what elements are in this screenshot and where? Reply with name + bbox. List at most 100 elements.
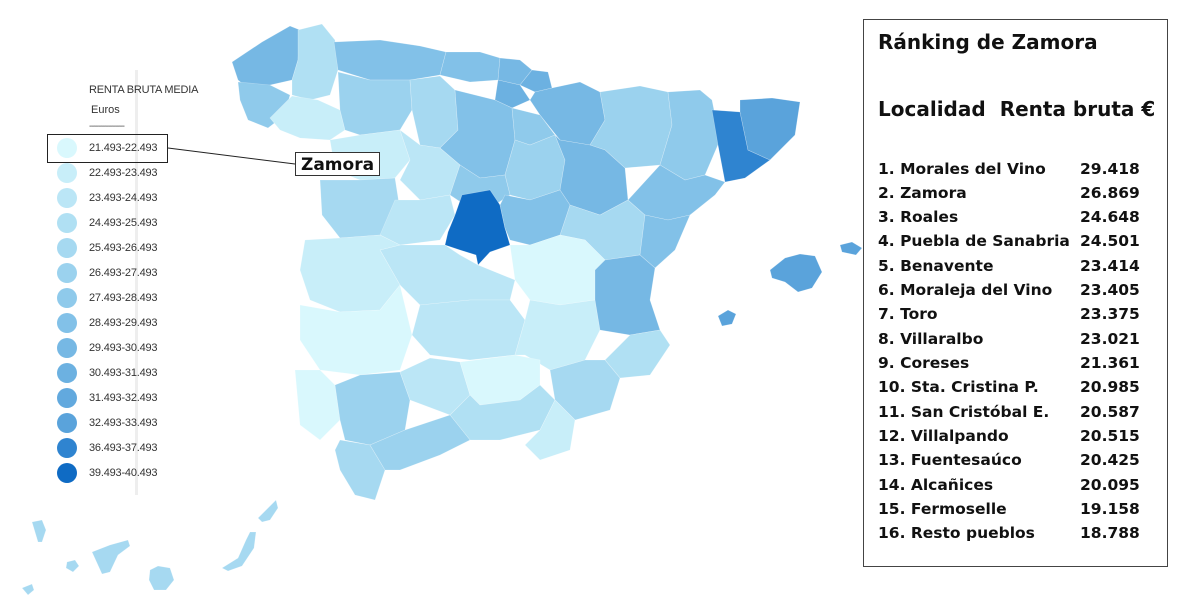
ranking-header: Localidad Renta bruta € [878, 97, 1155, 121]
legend-swatch [57, 338, 77, 358]
ranking-row: 5. Benavente 23.414 [878, 257, 1158, 281]
legend-item: 30.493-31.493 [57, 363, 158, 383]
ranking-row: 12. Villalpando 20.515 [878, 427, 1158, 451]
legend-swatch [57, 263, 77, 283]
ranking-value: 23.405 [1080, 281, 1140, 299]
province-barcelona [711, 109, 771, 183]
ranking-locality: 16. Resto pueblos [878, 524, 1035, 542]
legend-label: 31.493-32.493 [89, 392, 158, 404]
legend-item: 31.493-32.493 [57, 388, 158, 408]
ranking-row: 16. Resto pueblos 18.788 [878, 524, 1158, 548]
ranking-value: 20.985 [1080, 378, 1140, 396]
province-cantabria [439, 51, 501, 83]
province-ciudad-real [411, 299, 526, 361]
legend-item: 29.493-30.493 [57, 338, 158, 358]
island-fuerteventura [221, 531, 257, 572]
ranking-value: 21.361 [1080, 354, 1140, 372]
ranking-row: 10. Sta. Cristina P. 20.985 [878, 378, 1158, 402]
island-tenerife [91, 539, 131, 575]
island-ibiza [717, 309, 737, 327]
legend-label: 28.493-29.493 [89, 317, 158, 329]
ranking-locality: 8. Villaralbo [878, 330, 984, 348]
province-cuenca [509, 234, 606, 306]
legend-label: 22.493-23.493 [89, 167, 158, 179]
legend-item: 36.493-37.493 [57, 438, 158, 458]
legend-item: 32.493-33.493 [57, 413, 158, 433]
ranking-locality: 13. Fuentesaúco [878, 451, 1022, 469]
province-alava [494, 79, 531, 109]
province-badajoz [299, 284, 413, 376]
province-girona [739, 97, 801, 161]
ranking-value: 29.418 [1080, 160, 1140, 178]
province-huelva [294, 369, 341, 441]
province-huesca [589, 85, 673, 169]
ranking-value: 23.021 [1080, 330, 1140, 348]
legend-item: 25.493-26.493 [57, 238, 158, 258]
legend-title: RENTA BRUTA MEDIA [89, 84, 199, 96]
legend-swatch [57, 413, 77, 433]
province-alicante [604, 329, 671, 379]
province-castellon [639, 214, 691, 269]
legend-item: 24.493-25.493 [57, 213, 158, 233]
province-a-coruna [231, 25, 301, 91]
ranking-locality: 5. Benavente [878, 257, 994, 275]
legend-item: 21.493-22.493 [57, 138, 158, 158]
legend-item: 22.493-23.493 [57, 163, 158, 183]
legend-item: 28.493-29.493 [57, 313, 158, 333]
legend-swatch [57, 288, 77, 308]
legend-swatch [57, 463, 77, 483]
column-header-locality: Localidad [878, 97, 986, 121]
province-soria [504, 134, 566, 201]
ranking-locality: 4. Puebla de Sanabria [878, 232, 1070, 250]
province-asturias [333, 39, 447, 81]
ranking-row: 9. Coreses 21.361 [878, 354, 1158, 378]
ranking-locality: 15. Fermoselle [878, 500, 1007, 518]
legend-label: 27.493-28.493 [89, 292, 158, 304]
island-mallorca [769, 253, 823, 293]
ranking-value: 23.375 [1080, 305, 1140, 323]
ranking-row: 8. Villaralbo 23.021 [878, 330, 1158, 354]
legend-swatch [57, 438, 77, 458]
ranking-value: 23.414 [1080, 257, 1140, 275]
ranking-locality: 14. Alcañices [878, 476, 994, 494]
legend-label: 36.493-37.493 [89, 442, 158, 454]
ranking-title: Ránking de Zamora [878, 30, 1098, 54]
ranking-value: 24.501 [1080, 232, 1140, 250]
legend-highlight-box [47, 134, 168, 163]
ranking-locality: 10. Sta. Cristina P. [878, 378, 1039, 396]
legend-label: 29.493-30.493 [89, 342, 158, 354]
legend-label: 23.493-24.493 [89, 192, 158, 204]
ranking-locality: 12. Villalpando [878, 427, 1009, 445]
ranking-row: 7. Toro 23.375 [878, 305, 1158, 329]
ranking-row: 13. Fuentesaúco 20.425 [878, 451, 1158, 475]
legend-divider-line [135, 70, 138, 495]
island-el-hierro [21, 583, 35, 596]
ranking-locality: 11. San Cristóbal E. [878, 403, 1050, 421]
legend-item: 39.493-40.493 [57, 463, 158, 483]
legend-swatch [57, 138, 77, 158]
legend-unit: Euros [91, 104, 120, 116]
province-caceres [299, 234, 401, 313]
ranking-row: 1. Morales del Vino 29.418 [878, 160, 1158, 184]
ranking-value: 18.788 [1080, 524, 1140, 542]
legend-swatch [57, 363, 77, 383]
province-valencia [594, 254, 661, 336]
province-almeria [524, 399, 576, 461]
island-la-gomera [65, 559, 80, 573]
island-lanzarote [257, 499, 279, 523]
legend-separator: --------------- [89, 121, 125, 132]
province-malaga [369, 414, 471, 471]
ranking-locality: 6. Moraleja del Vino [878, 281, 1053, 299]
legend-item: 23.493-24.493 [57, 188, 158, 208]
ranking-row: 4. Puebla de Sanabria 24.501 [878, 232, 1158, 256]
legend-label: 32.493-33.493 [89, 417, 158, 429]
ranking-row: 3. Roales 24.648 [878, 208, 1158, 232]
ranking-value: 20.515 [1080, 427, 1140, 445]
column-header-income: Renta bruta € [999, 97, 1156, 121]
ranking-row: 2. Zamora 26.869 [878, 184, 1158, 208]
legend-label: 39.493-40.493 [89, 467, 158, 479]
ranking-row: 15. Fermoselle 19.158 [878, 500, 1158, 524]
island-menorca [839, 241, 863, 256]
province-tarragona [627, 164, 726, 221]
